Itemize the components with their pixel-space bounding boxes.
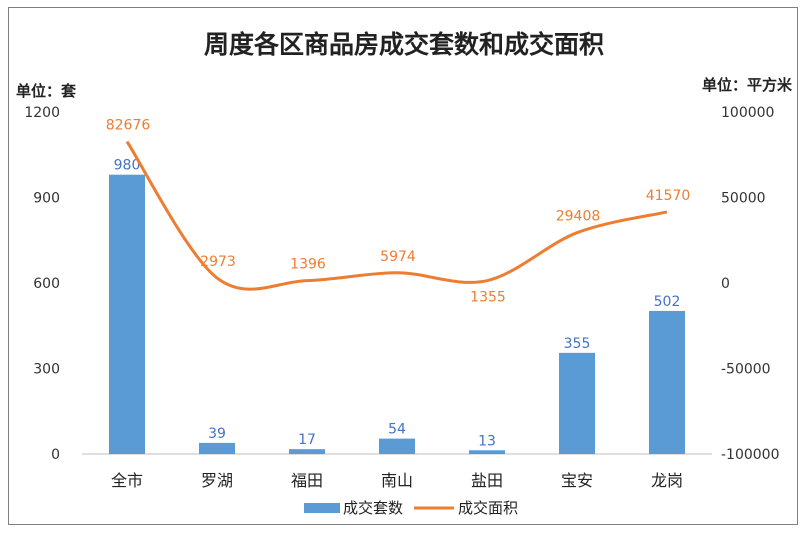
legend-label-line: 成交面积 xyxy=(458,499,518,517)
category-label: 宝安 xyxy=(561,471,593,490)
category-label: 盐田 xyxy=(471,471,503,490)
line-value-label: 82676 xyxy=(106,118,151,134)
line-value-label: 41570 xyxy=(646,188,691,204)
left-tick-label: 1200 xyxy=(24,105,60,121)
right-tick-label: -50000 xyxy=(721,362,771,378)
bar xyxy=(379,438,415,454)
right-tick-label: -100000 xyxy=(721,447,780,463)
left-axis-unit: 单位：套 xyxy=(16,82,77,100)
line-series: 82676 2973 1396 5974 1355 29408 41570 xyxy=(106,118,691,306)
line-value-label: 29408 xyxy=(556,209,601,225)
legend-label-bar: 成交套数 xyxy=(343,499,403,517)
bar-value-label: 502 xyxy=(654,294,681,310)
legend-swatch-bar xyxy=(304,503,340,513)
line-value-label: 2973 xyxy=(200,254,236,270)
bar-value-label: 39 xyxy=(208,426,226,442)
bar xyxy=(559,352,595,454)
category-label: 龙岗 xyxy=(651,471,683,490)
category-label: 全市 xyxy=(111,471,143,490)
bar-series: 980 39 17 54 13 355 502 xyxy=(109,158,685,454)
category-label: 南山 xyxy=(381,471,413,490)
category-label: 罗湖 xyxy=(201,471,233,490)
category-label: 福田 xyxy=(291,471,323,490)
bar-value-label: 355 xyxy=(564,336,591,352)
category-axis: 全市 罗湖 福田 南山 盐田 宝安 龙岗 xyxy=(111,471,683,490)
left-tick-label: 900 xyxy=(33,191,60,207)
series-line xyxy=(125,140,668,291)
line-value-label: 5974 xyxy=(380,249,416,265)
line-value-label: 1355 xyxy=(470,290,506,306)
left-tick-label: 300 xyxy=(33,362,60,378)
right-tick-label: 50000 xyxy=(721,191,766,207)
bar xyxy=(469,450,505,454)
bar xyxy=(649,310,685,454)
chart-title: 周度各区商品房成交套数和成交面积 xyxy=(204,30,604,59)
left-tick-label: 0 xyxy=(51,447,60,463)
right-tick-label: 0 xyxy=(721,276,730,292)
bar xyxy=(289,449,325,454)
legend: 成交套数 成交面积 xyxy=(304,499,518,517)
bar xyxy=(199,442,235,454)
left-tick-label: 600 xyxy=(33,276,60,292)
right-tick-label: 100000 xyxy=(721,105,774,121)
right-axis: -100000 -50000 0 50000 100000 xyxy=(721,105,780,463)
right-axis-unit: 单位：平方米 xyxy=(702,76,793,94)
bar-value-label: 13 xyxy=(478,433,496,449)
line-value-label: 1396 xyxy=(290,257,326,273)
bar-value-label: 54 xyxy=(388,422,406,438)
bar-value-label: 17 xyxy=(298,432,316,448)
bar-value-label: 980 xyxy=(114,158,141,174)
bar xyxy=(109,174,145,454)
left-axis: 0 300 600 900 1200 xyxy=(24,105,60,463)
